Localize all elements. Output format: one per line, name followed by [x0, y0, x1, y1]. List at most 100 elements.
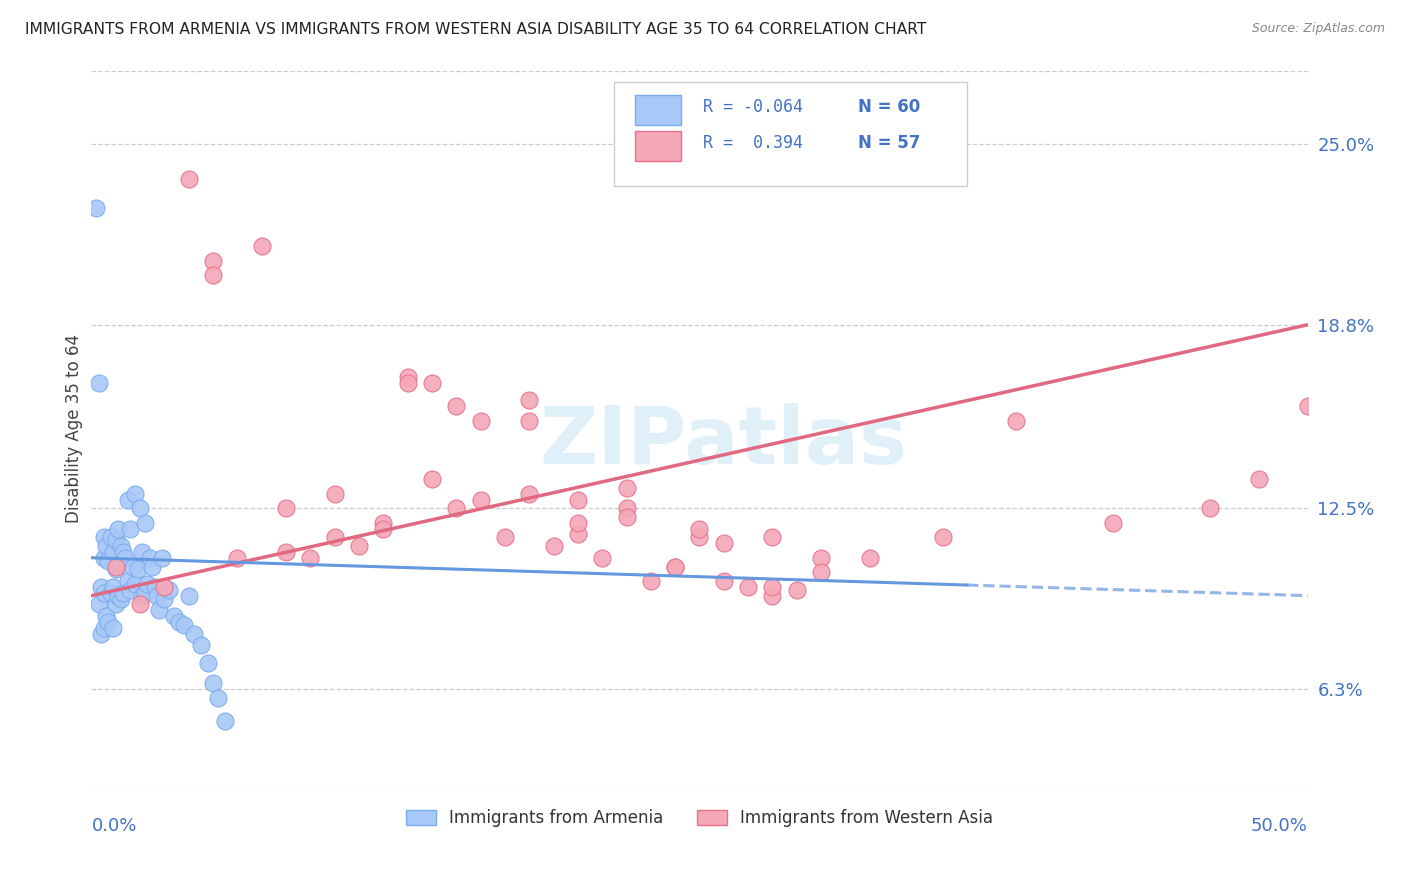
Point	[129, 501, 152, 516]
Point	[143, 580, 166, 594]
Point	[87, 598, 110, 612]
Point	[616, 501, 638, 516]
Point	[104, 562, 127, 576]
Point	[93, 550, 115, 565]
Point	[420, 472, 443, 486]
Point	[93, 585, 115, 599]
Point	[859, 550, 882, 565]
Point	[117, 574, 139, 588]
Point	[567, 492, 589, 507]
Point	[148, 603, 170, 617]
Point	[97, 554, 120, 568]
Point	[177, 589, 200, 603]
Point	[111, 545, 134, 559]
Point	[396, 370, 419, 384]
Point	[250, 239, 273, 253]
Bar	[636, 131, 682, 161]
Point	[1102, 516, 1125, 530]
Point	[396, 376, 419, 390]
Point	[84, 201, 107, 215]
Point	[131, 589, 153, 603]
Point	[104, 533, 127, 548]
Point	[202, 253, 225, 268]
Text: 0.0%: 0.0%	[91, 817, 136, 835]
Text: N = 60: N = 60	[858, 98, 920, 116]
Point	[150, 550, 173, 565]
Point	[444, 400, 467, 414]
Point	[470, 414, 492, 428]
Text: IMMIGRANTS FROM ARMENIA VS IMMIGRANTS FROM WESTERN ASIA DISABILITY AGE 35 TO 64 : IMMIGRANTS FROM ARMENIA VS IMMIGRANTS FR…	[25, 22, 927, 37]
Point	[299, 550, 322, 565]
Point	[347, 539, 370, 553]
Text: 50.0%: 50.0%	[1251, 817, 1308, 835]
Point	[664, 559, 686, 574]
Bar	[636, 95, 682, 125]
Y-axis label: Disability Age 35 to 64: Disability Age 35 to 64	[65, 334, 83, 523]
Text: Source: ZipAtlas.com: Source: ZipAtlas.com	[1251, 22, 1385, 36]
Point	[616, 510, 638, 524]
Point	[129, 598, 152, 612]
Point	[153, 591, 176, 606]
Point	[103, 545, 125, 559]
Text: N = 57: N = 57	[858, 134, 920, 152]
Point	[373, 516, 395, 530]
Point	[664, 559, 686, 574]
Point	[517, 486, 540, 500]
Text: R =  0.394: R = 0.394	[703, 134, 803, 152]
Point	[177, 172, 200, 186]
Point	[167, 615, 190, 629]
Point	[190, 638, 212, 652]
Point	[153, 580, 176, 594]
Point	[373, 522, 395, 536]
Point	[226, 550, 249, 565]
Point	[114, 550, 136, 565]
Point	[124, 486, 146, 500]
Point	[120, 522, 142, 536]
Point	[136, 577, 159, 591]
Point	[591, 550, 613, 565]
Point	[517, 414, 540, 428]
Point	[202, 268, 225, 283]
Point	[87, 376, 110, 390]
Point	[688, 530, 710, 544]
Point	[134, 516, 156, 530]
Point	[761, 589, 783, 603]
Point	[90, 580, 112, 594]
Point	[274, 501, 297, 516]
Point	[713, 574, 735, 588]
Point	[93, 621, 115, 635]
Point	[517, 393, 540, 408]
Point	[323, 530, 346, 544]
Point	[543, 539, 565, 553]
Point	[1199, 501, 1222, 516]
Point	[110, 539, 132, 553]
Point	[103, 580, 125, 594]
Point	[110, 591, 132, 606]
Point	[761, 580, 783, 594]
Point	[494, 530, 516, 544]
Legend: Immigrants from Armenia, Immigrants from Western Asia: Immigrants from Armenia, Immigrants from…	[399, 803, 1000, 834]
Point	[1247, 472, 1270, 486]
Point	[810, 566, 832, 580]
Point	[146, 589, 169, 603]
Point	[121, 559, 143, 574]
Point	[713, 536, 735, 550]
Point	[93, 530, 115, 544]
Text: R = -0.064: R = -0.064	[703, 98, 803, 116]
Point	[173, 617, 195, 632]
Point	[567, 527, 589, 541]
Point	[444, 501, 467, 516]
Point	[214, 714, 236, 728]
Point	[567, 516, 589, 530]
Point	[104, 559, 127, 574]
Point	[810, 550, 832, 565]
Point	[100, 585, 122, 599]
Point	[103, 621, 125, 635]
Point	[737, 580, 759, 594]
Point	[134, 585, 156, 599]
Point	[640, 574, 662, 588]
Point	[139, 550, 162, 565]
Point	[94, 539, 117, 553]
Point	[100, 530, 122, 544]
Point	[786, 582, 808, 597]
